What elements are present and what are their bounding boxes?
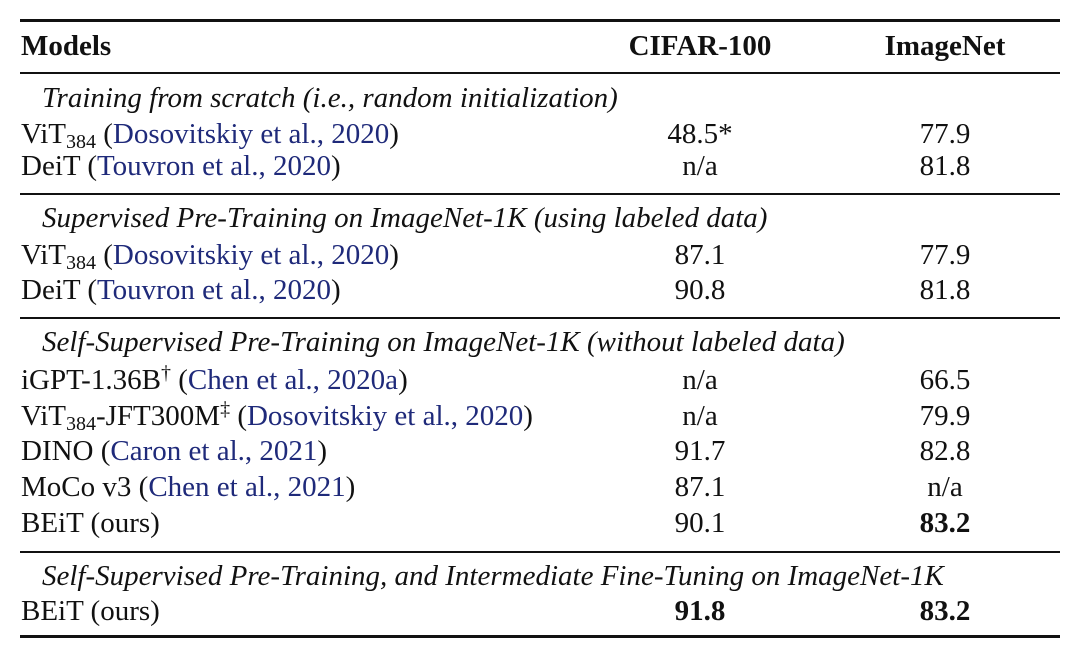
citation-link[interactable]: Chen et al., 2020a [187,364,399,396]
top-rule [20,19,1060,22]
cifar-cell: 87.1 [674,239,726,271]
citation-link[interactable]: Caron et al., 2021 [110,435,318,467]
section-title-intermediate: Self-Supervised Pre-Training, and Interm… [42,560,944,592]
table-row: MoCo v3 (Chen et al., 2021) 87.1 n/a [0,469,1080,505]
cifar-cell: 87.1 [674,471,726,503]
imagenet-cell: 77.9 [919,239,971,271]
table-row: DINO (Caron et al., 2021) 91.7 82.8 [0,433,1080,469]
section-title-scratch: Training from scratch (i.e., random init… [42,82,618,114]
table-row: DeiT (Touvron et al., 2020) 90.8 81.8 [0,272,1080,308]
citation-link[interactable]: Dosovitskiy et al., 2020 [246,400,524,432]
model-cell: MoCo v3 (Chen et al., 2021) [21,471,356,503]
cifar-cell: 91.7 [674,435,726,467]
model-cell: DeiT (Touvron et al., 2020) [21,274,341,306]
citation-link[interactable]: Dosovitskiy et al., 2020 [112,118,390,150]
cifar-cell: 90.8 [674,274,726,306]
imagenet-cell: 77.9 [919,118,971,150]
table-row: BEiT (ours) 91.8 83.2 [0,593,1080,629]
section-title-self-supervised: Self-Supervised Pre-Training on ImageNet… [42,326,845,358]
table-row: ViT384-JFT300M‡ (Dosovitskiy et al., 202… [0,398,1080,434]
section-rule [20,317,1060,319]
imagenet-cell: 81.8 [919,274,971,306]
table-row: DeiT (Touvron et al., 2020) n/a 81.8 [0,148,1080,184]
imagenet-cell: n/a [927,471,963,503]
bottom-rule [20,635,1060,638]
imagenet-cell: 79.9 [919,400,971,432]
section-title: Training from scratch (i.e., random init… [0,80,1080,116]
section-title: Self-Supervised Pre-Training on ImageNet… [0,324,1080,360]
header-cifar100: CIFAR-100 [628,30,772,62]
table-row: ViT384 (Dosovitskiy et al., 2020) 87.1 7… [0,237,1080,273]
cifar-cell: n/a [682,364,718,396]
cifar-cell: 48.5* [667,118,733,150]
imagenet-cell: 82.8 [919,435,971,467]
cifar-cell: n/a [682,150,718,182]
header-models: Models [21,30,112,62]
citation-link[interactable]: Touvron et al., 2020 [96,274,331,306]
model-cell: DINO (Caron et al., 2021) [21,435,328,467]
model-cell: ViT384 (Dosovitskiy et al., 2020) [21,239,399,274]
model-cell: BEiT (ours) [21,595,160,627]
section-title: Self-Supervised Pre-Training, and Interm… [0,558,1080,594]
cifar-cell: n/a [682,400,718,432]
citation-link[interactable]: Dosovitskiy et al., 2020 [112,239,390,271]
model-cell: iGPT-1.36B† (Chen et al., 2020a) [21,362,408,396]
model-cell: ViT384-JFT300M‡ (Dosovitskiy et al., 202… [21,398,533,435]
cifar-cell-best: 91.8 [674,595,726,627]
header-imagenet: ImageNet [884,30,1006,62]
model-cell: DeiT (Touvron et al., 2020) [21,150,341,182]
model-cell: ViT384 (Dosovitskiy et al., 2020) [21,118,399,153]
table-row: iGPT-1.36B† (Chen et al., 2020a) n/a 66.… [0,362,1080,398]
imagenet-cell: 66.5 [919,364,971,396]
citation-link[interactable]: Touvron et al., 2020 [96,150,331,182]
cifar-cell: 90.1 [674,507,726,539]
header-row: Models CIFAR-100 ImageNet [0,28,1080,64]
imagenet-cell-best: 83.2 [919,507,971,539]
section-title: Supervised Pre-Training on ImageNet-1K (… [0,200,1080,236]
section-title-supervised: Supervised Pre-Training on ImageNet-1K (… [42,202,768,234]
header-rule [20,72,1060,74]
imagenet-cell: 81.8 [919,150,971,182]
section-rule [20,193,1060,195]
citation-link[interactable]: Chen et al., 2021 [148,471,346,503]
table-row: ViT384 (Dosovitskiy et al., 2020) 48.5* … [0,116,1080,152]
section-rule [20,551,1060,553]
model-cell: BEiT (ours) [21,507,160,539]
table-row: BEiT (ours) 90.1 83.2 [0,505,1080,541]
imagenet-cell-best: 83.2 [919,595,971,627]
